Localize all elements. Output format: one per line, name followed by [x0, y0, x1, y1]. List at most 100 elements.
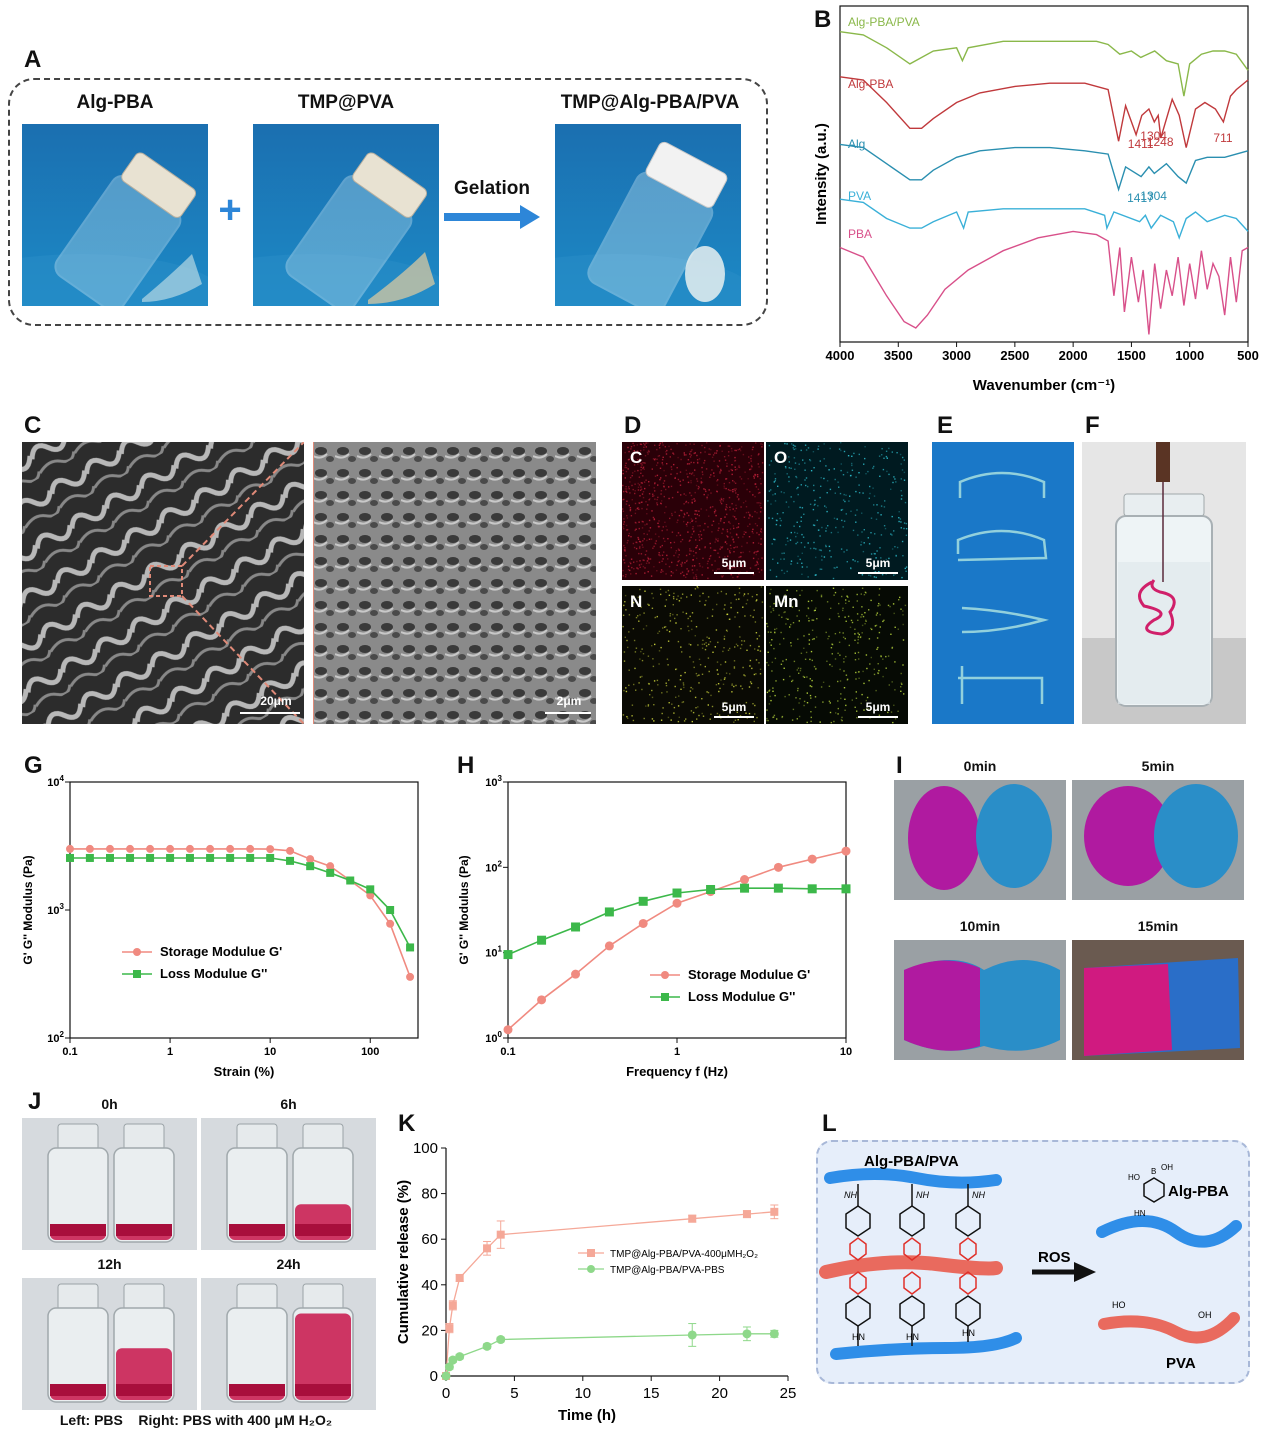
scalebar-2um-line: [545, 712, 591, 714]
ftir-annotation-5: 1304: [1140, 189, 1167, 203]
release-legend-marker-0: [587, 1249, 595, 1257]
eds-scalebar-label: 5μm: [721, 700, 747, 714]
rheo-xtick-label: 0.1: [62, 1046, 77, 1058]
eds-scalebar-label: 5μm: [865, 556, 891, 570]
storage-point: [672, 898, 682, 908]
ftir-xtick-label: 4000: [826, 348, 855, 363]
vial-time-label: 24h: [276, 1256, 301, 1272]
loss-point: [166, 853, 175, 862]
panel-c-label: C: [24, 412, 42, 439]
group-ho-pva: HO: [1112, 1300, 1126, 1310]
eds-element-label: O: [774, 448, 788, 467]
panel-b-label: B: [814, 6, 832, 33]
rheo-ylabel: G' G'' Modulus (Pa): [457, 855, 471, 964]
release-point-h2o2: [483, 1244, 492, 1253]
vial1-title: Alg-PBA: [76, 92, 154, 113]
release-line-1: [445, 1333, 775, 1377]
ftir-series-label-2: Alg: [848, 137, 865, 151]
legend-label-0: Storage Modulue G': [688, 967, 810, 982]
ftir-annotation-0: 1411: [1128, 137, 1154, 151]
eds-map-o: O 5μm: [766, 442, 908, 580]
vial-pair-photo: [22, 1278, 197, 1410]
rheo-line-1: [507, 887, 846, 956]
loss-point: [206, 853, 215, 862]
loss-point: [85, 853, 94, 862]
rheo-frame: [69, 781, 419, 1039]
group-oh: OH: [1161, 1163, 1173, 1172]
strain-sweep-chart: 0.1 1 10 100 102 103 104 Storage Modulue G' Loss…: [21, 774, 419, 1079]
release-point-pbs: [448, 1355, 458, 1365]
storage-point: [266, 845, 275, 854]
rheo-ytick-label: 102: [47, 1030, 64, 1045]
ftir-series-label-3: PVA: [848, 189, 871, 203]
eds-scalebar-label: 5μm: [865, 700, 891, 714]
group-nh-2: NH: [916, 1190, 929, 1200]
ftir-series-label-4: PBA: [848, 227, 872, 241]
release-point-pbs: [455, 1352, 465, 1362]
panel-h-label: H: [457, 752, 475, 779]
group-hn-3: HN: [962, 1328, 975, 1338]
loss-point: [266, 853, 275, 862]
rheo-ytick-label: 101: [485, 945, 502, 960]
storage-point: [406, 972, 415, 981]
ftir-line-3: [839, 198, 1249, 240]
storage-point: [604, 941, 614, 951]
release-xlabel: Time (h): [558, 1407, 616, 1424]
rheo-line-0: [507, 850, 847, 1031]
release-point-h2o2: [445, 1324, 454, 1333]
vial2-title: TMP@PVA: [297, 92, 395, 113]
loss-point: [106, 853, 115, 862]
sem-low-mag: 20μm: [22, 442, 304, 724]
pva-product: [1098, 1312, 1240, 1344]
group-b: B: [1151, 1167, 1156, 1176]
group-nh-1: NH: [844, 1190, 857, 1200]
panel-f-label: F: [1085, 412, 1100, 439]
eds-scalebar-line: [714, 716, 754, 718]
rheo-xtick-label: 10: [264, 1046, 276, 1058]
loss-point: [246, 853, 255, 862]
storage-point: [807, 854, 817, 864]
loss-point: [773, 883, 783, 893]
panel-a-frame: [8, 78, 768, 326]
legend-marker-1: [661, 993, 669, 1001]
release-ytick-label: 0: [430, 1368, 438, 1385]
rheo-line-1: [70, 857, 411, 948]
ftir-line-0: [839, 31, 1249, 97]
legend-label-1: Loss Modulue G'': [688, 989, 795, 1004]
loss-point: [326, 868, 335, 877]
loss-point: [386, 906, 395, 914]
release-legend-label-1: TMP@Alg-PBA/PVA-PBS: [610, 1265, 725, 1276]
rheo-xlabel: Strain (%): [214, 1064, 275, 1079]
vial-time-label: 12h: [97, 1256, 122, 1272]
storage-point: [571, 969, 581, 979]
group-hn-2: HN: [906, 1332, 919, 1342]
rheo-ytick-label: 103: [47, 902, 64, 917]
ftir-frame: [839, 5, 1249, 343]
loss-point: [672, 888, 682, 898]
storage-point: [106, 844, 115, 853]
vial3-title: TMP@Alg-PBA/PVA: [560, 92, 740, 113]
panel-k-label: K: [398, 1110, 416, 1137]
scalebar-2um: 2μm: [556, 694, 582, 708]
ftir-xtick-label: 500: [1237, 348, 1259, 363]
rheo-ytick-label: 103: [485, 774, 502, 789]
frequency-sweep-chart: 0.1 1 10 100 101 102 103 Storage Modulue G' Loss…: [457, 774, 852, 1079]
group-nh-3: NH: [972, 1190, 985, 1200]
storage-point: [537, 995, 547, 1005]
ftir-annotation-1: 1304: [1140, 129, 1167, 143]
injection-photo: [1082, 442, 1246, 724]
eds-dots: [766, 587, 907, 724]
storage-point: [126, 844, 135, 853]
release-point-pbs: [496, 1335, 506, 1345]
group-hn-1: HN: [852, 1332, 865, 1342]
storage-point: [638, 918, 648, 928]
rheo-ytick-label: 100: [485, 1030, 502, 1045]
healing-photo: [1072, 780, 1244, 900]
loss-point: [406, 943, 415, 952]
vial-time-label: 6h: [280, 1096, 297, 1112]
written-letters-photo: [932, 442, 1074, 724]
loss-point: [740, 883, 750, 893]
ftir-xtick-label: 3000: [942, 348, 971, 363]
loss-point: [366, 885, 375, 894]
